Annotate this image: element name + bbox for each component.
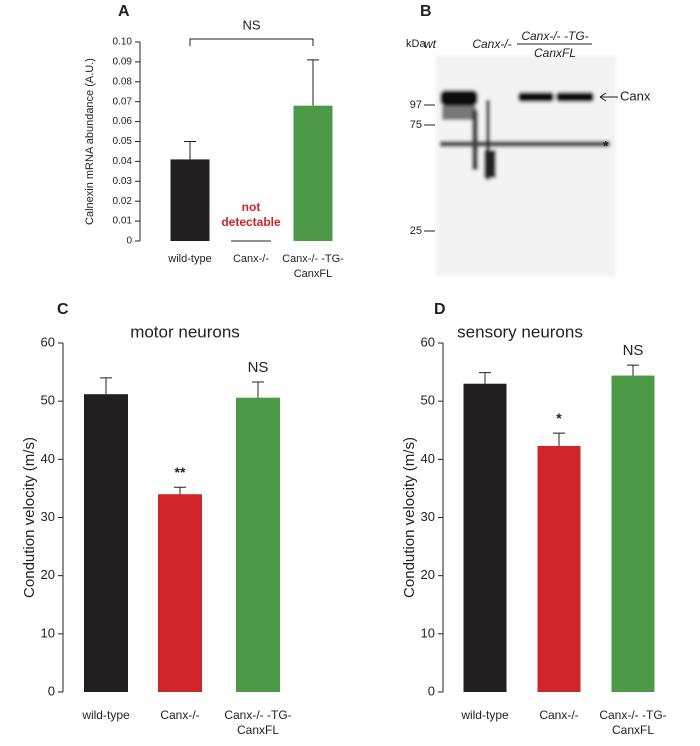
error-bar [252, 381, 264, 398]
unit-label: kDa [406, 38, 426, 50]
bar [463, 383, 507, 692]
bar [170, 159, 210, 241]
marker-label: 25 [410, 225, 422, 237]
x-tick-label: wild-type [461, 708, 509, 722]
error-bar [100, 377, 112, 395]
band-label: Canx [620, 88, 651, 103]
lane-label: wt [424, 37, 437, 51]
bracket-label: NS [242, 17, 260, 32]
y-tick-label: 50 [421, 393, 435, 408]
x-tick-label: wild-type [82, 708, 130, 722]
y-tick-label: 0.01 [113, 216, 133, 227]
y-axis-label: Condution velocity (m/s) [21, 437, 38, 598]
y-tick-label: 0.05 [113, 136, 133, 147]
na-label: not detectable [221, 200, 281, 229]
marker-label: 75 [410, 119, 422, 131]
bar [537, 445, 581, 692]
x-tick-label: Canx-/- [232, 253, 270, 265]
y-tick-label: 50 [41, 393, 55, 408]
significance-label: ** [175, 464, 186, 480]
y-axis-label: Calnexin mRNA abundance (A.U.) [84, 58, 96, 225]
y-tick-label: 0.02 [113, 196, 133, 207]
x-tick-label: Canx-/- [539, 708, 579, 722]
error-bar [174, 486, 186, 495]
bar [611, 375, 655, 692]
y-tick-label: 40 [41, 451, 55, 466]
chart-title: motor neurons [130, 322, 240, 341]
y-tick-label: 10 [421, 625, 435, 640]
marker-label: 97 [410, 99, 422, 111]
y-tick-label: 0.09 [113, 57, 133, 68]
panel-label: B [420, 3, 432, 20]
x-tick-label: Canx-/- [160, 708, 200, 722]
x-tick-label: Canx-/- -TG-CanxFL [224, 708, 292, 737]
y-tick-label: 0 [428, 683, 435, 698]
panel-label: C [57, 301, 69, 318]
bar [158, 494, 202, 692]
bar [293, 105, 333, 242]
lane-label: Canx-/- -TG-CanxFL [521, 29, 589, 60]
y-tick-label: 30 [421, 509, 435, 524]
x-tick-label: Canx-/- -TG-CanxFL [599, 708, 667, 737]
error-bar [307, 59, 319, 106]
significance-label: * [556, 410, 562, 426]
band-arrow [599, 92, 618, 102]
bar [84, 394, 128, 692]
nonspecific-label: * [603, 138, 609, 154]
y-tick-label: 20 [421, 567, 435, 582]
error-bar [627, 364, 639, 376]
y-tick-label: 60 [41, 334, 55, 349]
y-tick-label: 0.03 [113, 176, 133, 187]
lane-label: Canx-/- [472, 37, 511, 51]
x-tick-label: Canx-/- -TG-CanxFL [282, 253, 344, 280]
y-tick-label: 30 [41, 509, 55, 524]
y-tick-label: 0.08 [113, 76, 133, 87]
significance-label: NS [623, 342, 644, 359]
y-tick-label: 40 [421, 451, 435, 466]
y-tick-label: 20 [41, 567, 55, 582]
panel-label: D [434, 301, 446, 318]
bar [236, 397, 280, 692]
bracket [189, 38, 314, 46]
chart-title: sensory neurons [457, 322, 583, 341]
significance-label: NS [248, 359, 269, 376]
error-bar [184, 141, 196, 160]
error-bar [479, 372, 491, 384]
x-tick-label: wild-type [168, 253, 212, 265]
y-tick-label: 0 [126, 236, 132, 247]
y-tick-label: 0.10 [113, 37, 133, 48]
error-bar [553, 432, 565, 446]
y-tick-label: 0 [48, 683, 55, 698]
y-tick-label: 0.04 [113, 156, 133, 167]
y-tick-label: 10 [41, 625, 55, 640]
y-tick-label: 0.07 [113, 96, 133, 107]
blot-image [436, 56, 616, 276]
y-axis-label: Condution velocity (m/s) [401, 437, 418, 598]
y-tick-label: 60 [421, 334, 435, 349]
y-tick-label: 0.06 [113, 116, 133, 127]
panel-label: A [118, 3, 130, 20]
